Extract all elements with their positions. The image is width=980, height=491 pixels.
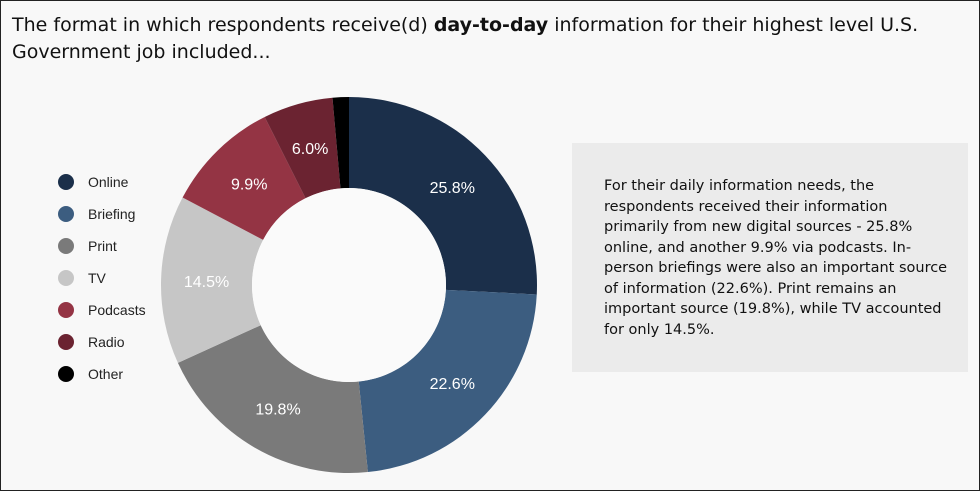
legend-label: Online	[88, 174, 129, 190]
legend-label: Podcasts	[88, 302, 146, 318]
legend-swatch	[58, 270, 74, 286]
slice-online	[349, 97, 537, 295]
data-label-online: 25.8%	[430, 180, 475, 197]
data-label-print: 19.8%	[255, 402, 300, 419]
data-label-tv: 14.5%	[184, 274, 229, 291]
title-prefix: The format in which respondents receive(…	[12, 14, 434, 36]
slice-briefing	[358, 289, 537, 473]
legend-item-online: Online	[58, 166, 146, 198]
slice-podcasts	[182, 116, 306, 240]
donut-hole	[252, 188, 446, 382]
legend: Online Briefing Print TV Podcasts Radio Other	[58, 166, 146, 390]
legend-label: Briefing	[88, 206, 136, 222]
data-label-briefing: 22.6%	[430, 376, 475, 393]
legend-swatch	[58, 334, 74, 350]
data-label-podcasts: 9.9%	[231, 176, 267, 193]
slice-other	[332, 97, 349, 189]
title-bold: day-to-day	[433, 14, 549, 36]
legend-label: Print	[88, 238, 117, 254]
legend-label: TV	[88, 270, 106, 286]
legend-label: Other	[88, 366, 124, 382]
legend-item-briefing: Briefing	[58, 198, 146, 230]
legend-swatch	[58, 174, 74, 190]
legend-label: Radio	[88, 334, 125, 350]
legend-item-print: Print	[58, 230, 146, 262]
summary-text: For their daily information needs, the r…	[604, 178, 948, 338]
legend-swatch	[58, 302, 74, 318]
legend-item-podcasts: Podcasts	[58, 294, 146, 326]
slice-print	[177, 325, 368, 473]
legend-item-tv: TV	[58, 262, 146, 294]
slice-radio	[264, 97, 341, 199]
legend-swatch	[58, 238, 74, 254]
summary-box: For their daily information needs, the r…	[572, 143, 968, 372]
chart-title: The format in which respondents receive(…	[12, 12, 962, 66]
legend-item-other: Other	[58, 358, 146, 390]
title-suffix: information for their highest level U.S.…	[12, 14, 919, 63]
slice-tv	[160, 197, 264, 363]
legend-swatch	[58, 206, 74, 222]
data-label-radio: 6.0%	[292, 141, 328, 158]
legend-swatch	[58, 366, 74, 382]
legend-item-radio: Radio	[58, 326, 146, 358]
